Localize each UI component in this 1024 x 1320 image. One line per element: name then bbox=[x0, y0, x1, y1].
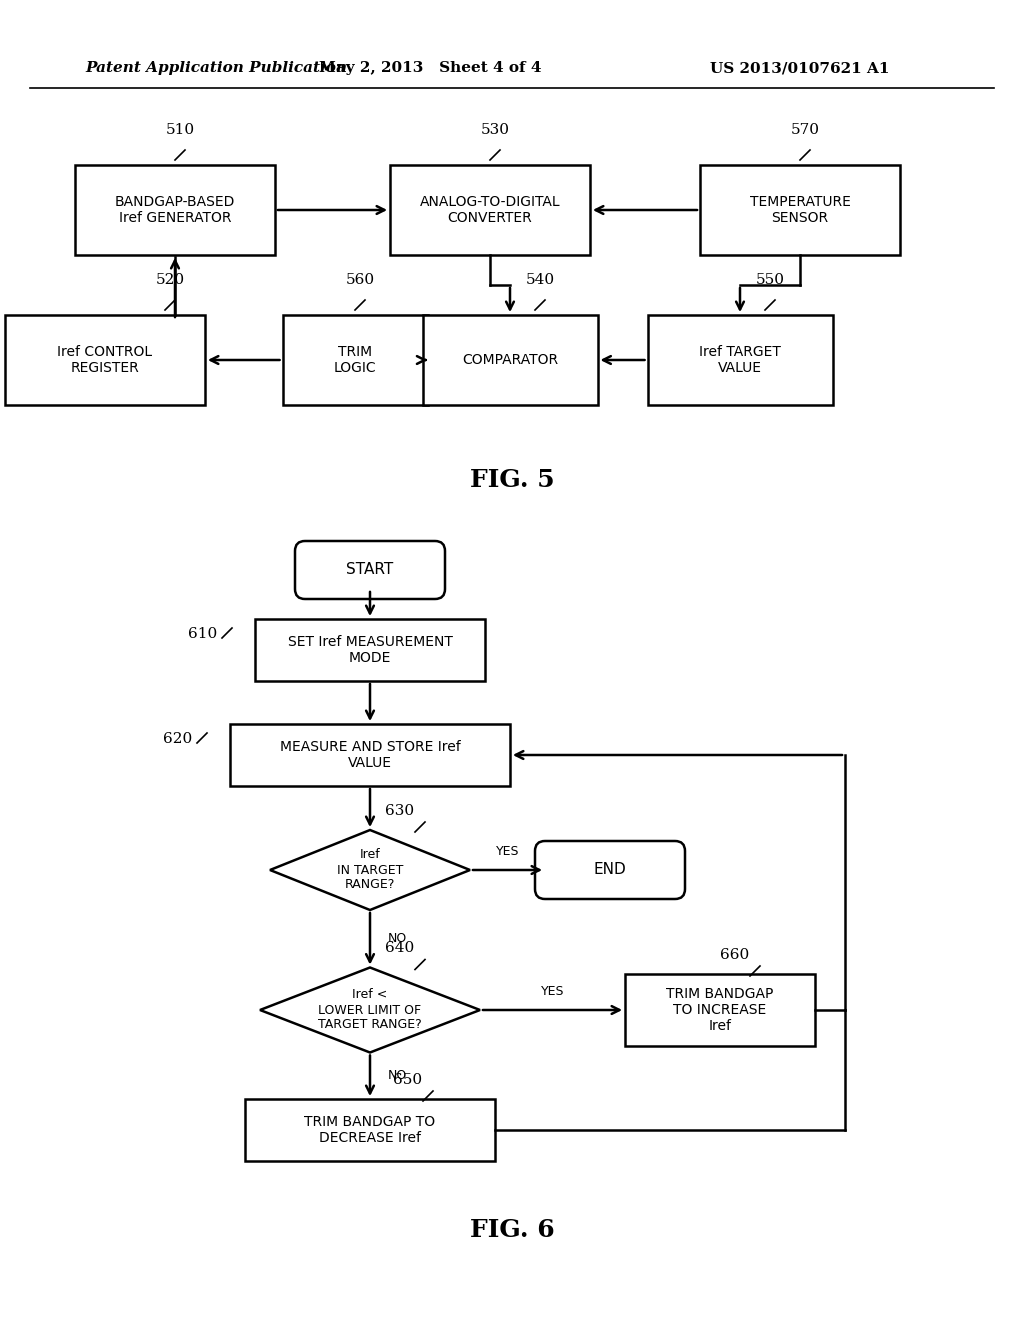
Text: COMPARATOR: COMPARATOR bbox=[462, 352, 558, 367]
Text: 540: 540 bbox=[525, 273, 555, 286]
Text: Patent Application Publication: Patent Application Publication bbox=[85, 61, 347, 75]
Text: 510: 510 bbox=[166, 123, 195, 137]
Text: MEASURE AND STORE Iref
VALUE: MEASURE AND STORE Iref VALUE bbox=[280, 741, 461, 770]
Text: 610: 610 bbox=[188, 627, 218, 642]
Text: 630: 630 bbox=[385, 804, 415, 818]
Bar bbox=[255, 619, 485, 681]
Text: YES: YES bbox=[496, 845, 519, 858]
Text: SET Iref MEASUREMENT
MODE: SET Iref MEASUREMENT MODE bbox=[288, 635, 453, 665]
Bar bbox=[625, 974, 815, 1045]
Text: END: END bbox=[594, 862, 627, 878]
Bar bbox=[283, 315, 427, 405]
Bar bbox=[700, 165, 900, 255]
Bar bbox=[423, 315, 597, 405]
Text: BANDGAP-BASED
Iref GENERATOR: BANDGAP-BASED Iref GENERATOR bbox=[115, 195, 236, 226]
Bar bbox=[230, 723, 510, 785]
FancyBboxPatch shape bbox=[295, 541, 445, 599]
Text: 620: 620 bbox=[164, 733, 193, 746]
Text: Iref TARGET
VALUE: Iref TARGET VALUE bbox=[699, 345, 781, 375]
Text: TRIM BANDGAP TO
DECREASE Iref: TRIM BANDGAP TO DECREASE Iref bbox=[304, 1115, 435, 1144]
Text: 660: 660 bbox=[720, 948, 750, 962]
Bar bbox=[390, 165, 590, 255]
Text: 530: 530 bbox=[480, 123, 510, 137]
Text: 570: 570 bbox=[791, 123, 819, 137]
Text: FIG. 5: FIG. 5 bbox=[470, 469, 554, 492]
FancyBboxPatch shape bbox=[535, 841, 685, 899]
Text: ANALOG-TO-DIGITAL
CONVERTER: ANALOG-TO-DIGITAL CONVERTER bbox=[420, 195, 560, 226]
Text: Iref
IN TARGET
RANGE?: Iref IN TARGET RANGE? bbox=[337, 849, 403, 891]
Text: Iref CONTROL
REGISTER: Iref CONTROL REGISTER bbox=[57, 345, 153, 375]
Text: TRIM
LOGIC: TRIM LOGIC bbox=[334, 345, 376, 375]
Text: Iref <
LOWER LIMIT OF
TARGET RANGE?: Iref < LOWER LIMIT OF TARGET RANGE? bbox=[318, 989, 422, 1031]
Text: NO: NO bbox=[388, 932, 408, 945]
Bar bbox=[75, 165, 275, 255]
Text: YES: YES bbox=[541, 985, 564, 998]
Text: 520: 520 bbox=[156, 273, 184, 286]
Text: 550: 550 bbox=[756, 273, 784, 286]
Text: START: START bbox=[346, 562, 393, 578]
Text: TRIM BANDGAP
TO INCREASE
Iref: TRIM BANDGAP TO INCREASE Iref bbox=[667, 987, 774, 1034]
Text: 640: 640 bbox=[385, 941, 415, 956]
Text: TEMPERATURE
SENSOR: TEMPERATURE SENSOR bbox=[750, 195, 851, 226]
Bar bbox=[647, 315, 833, 405]
Polygon shape bbox=[260, 968, 480, 1052]
Polygon shape bbox=[270, 830, 470, 909]
Bar bbox=[245, 1100, 495, 1162]
Text: 560: 560 bbox=[345, 273, 375, 286]
Text: FIG. 6: FIG. 6 bbox=[470, 1218, 554, 1242]
Bar bbox=[5, 315, 205, 405]
Text: US 2013/0107621 A1: US 2013/0107621 A1 bbox=[711, 61, 890, 75]
Text: NO: NO bbox=[388, 1069, 408, 1082]
Text: May 2, 2013   Sheet 4 of 4: May 2, 2013 Sheet 4 of 4 bbox=[318, 61, 542, 75]
Text: 650: 650 bbox=[393, 1073, 423, 1086]
